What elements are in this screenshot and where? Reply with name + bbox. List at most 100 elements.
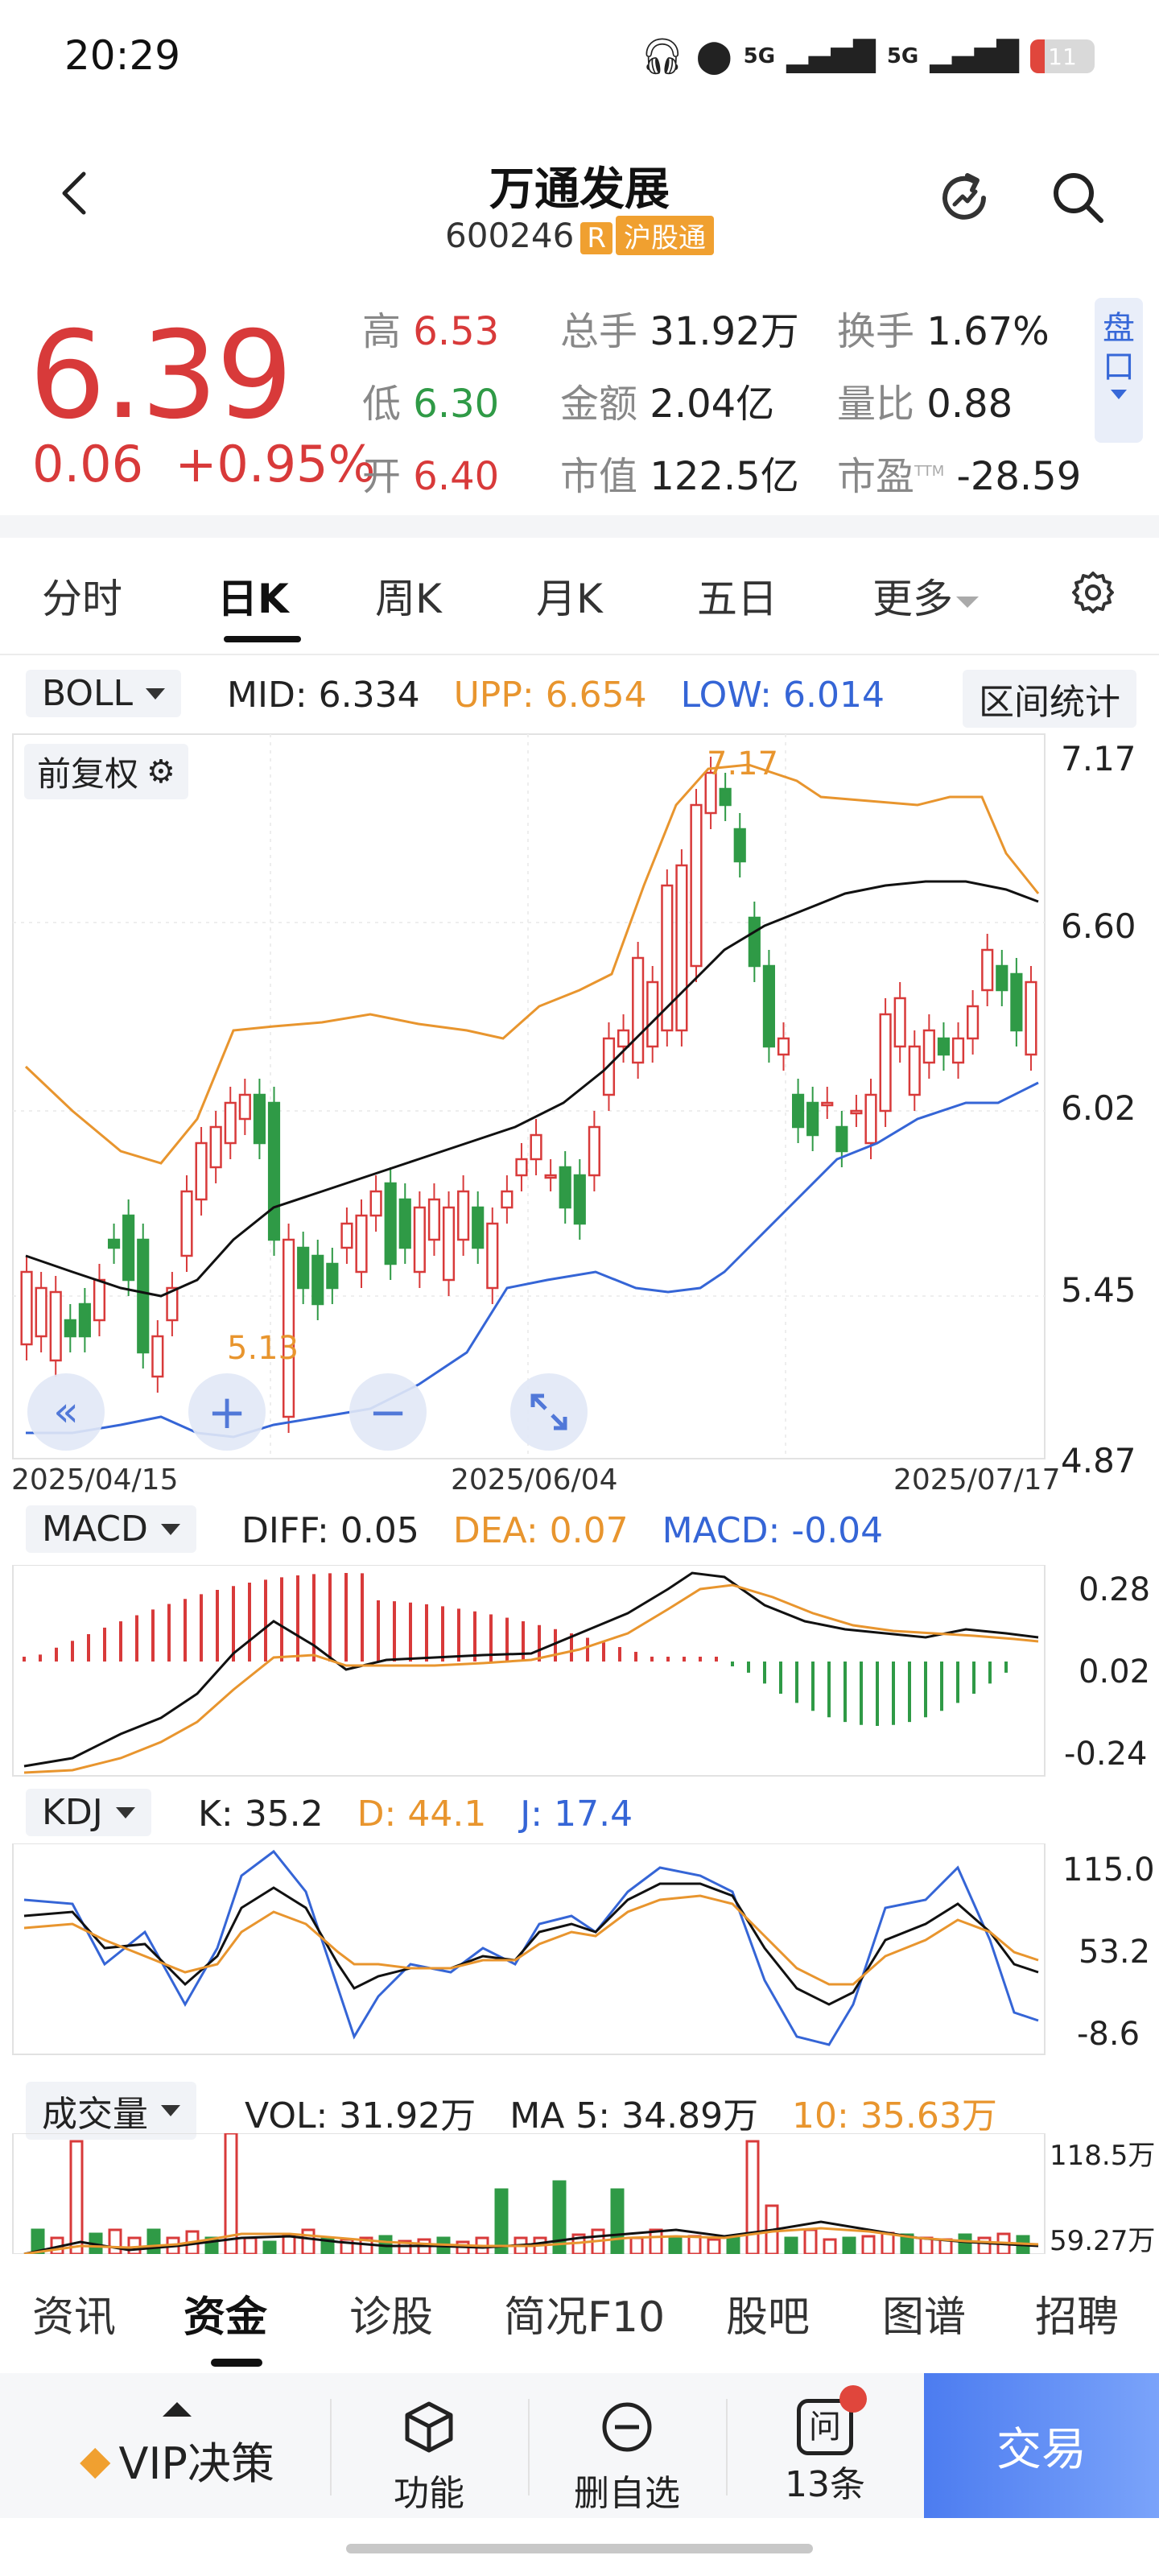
tab-forum[interactable]: 股吧: [726, 2293, 810, 2342]
zoom-in-button[interactable]: +: [188, 1373, 266, 1451]
kline-chart[interactable]: [0, 724, 1159, 1497]
d-label: D:: [357, 1794, 397, 1835]
x-date-start: 2025/04/15: [11, 1463, 179, 1496]
max-price-label: 7.17: [707, 745, 779, 782]
candlestick: [35, 1286, 47, 1338]
turnover-value: 1.67%: [926, 309, 1050, 354]
turnover-label: 换手: [837, 309, 915, 354]
function-label: 功能: [394, 2473, 464, 2514]
candlestick: [78, 1302, 91, 1338]
status-icons: 🎧︎ ⬤ 5G ▂▄▆█ 5G ▂▄▆█ 11: [640, 35, 1095, 77]
candlestick: [937, 1037, 951, 1056]
pe-label: 市盈: [837, 454, 915, 499]
settings-icon[interactable]: [1069, 568, 1117, 617]
upp-value: 6.654: [545, 675, 647, 716]
volume-bar: [31, 2228, 45, 2254]
volume-bar: [861, 2235, 876, 2254]
kdj-chart[interactable]: [0, 1843, 1159, 2061]
vip-decision-button[interactable]: ◆ VIP决策: [32, 2383, 322, 2512]
kdj-indicator-select[interactable]: KDJ: [26, 1789, 151, 1836]
trade-button[interactable]: 交易: [924, 2373, 1159, 2518]
tab-graph[interactable]: 图谱: [882, 2293, 967, 2342]
dea-value: 0.07: [549, 1510, 629, 1551]
volume-bar: [262, 2240, 277, 2254]
volume-bar: [958, 2233, 972, 2254]
fullscreen-button[interactable]: [510, 1373, 588, 1451]
ask-count-label: 13条: [785, 2464, 865, 2505]
remove-watchlist-button[interactable]: 删自选: [536, 2383, 718, 2514]
tab-five-day[interactable]: 五日: [697, 576, 777, 622]
volume-bar: [649, 2228, 663, 2254]
macd-indicator-select[interactable]: MACD: [26, 1505, 196, 1553]
tab-weekly-k[interactable]: 周K: [375, 576, 442, 622]
candlestick: [151, 1335, 164, 1378]
volume-bar: [243, 2236, 258, 2254]
search-icon[interactable]: [1050, 169, 1106, 225]
volume-bar: [629, 2236, 644, 2254]
kdj-indicator-label: KDJ: [42, 1792, 103, 1833]
y-tick-4: 5.45: [1061, 1270, 1136, 1310]
candlestick: [486, 1222, 499, 1290]
tab-jobs[interactable]: 招聘: [1035, 2293, 1120, 2342]
tab-more[interactable]: 更多: [872, 567, 979, 625]
candlestick: [733, 828, 746, 863]
candlestick: [704, 771, 717, 815]
volume-label: 总手: [560, 309, 638, 354]
candlestick: [457, 1190, 470, 1241]
scroll-left-button[interactable]: «: [27, 1373, 105, 1451]
kdj-y-tick-1: 115.0: [1062, 1852, 1155, 1889]
j-label: J:: [520, 1794, 543, 1835]
ma5-value: 34.89万: [621, 2095, 759, 2136]
range-stats-button[interactable]: 区间统计: [963, 670, 1136, 728]
candlestick: [719, 787, 732, 807]
macd-chart[interactable]: [0, 1565, 1159, 1782]
candlestick: [137, 1238, 150, 1354]
y-tick-2: 6.60: [1061, 906, 1136, 946]
chevron-down-icon: [146, 687, 166, 700]
volume-bar: [726, 2236, 740, 2254]
home-indicator[interactable]: [346, 2544, 813, 2553]
tab-intraday[interactable]: 分时: [42, 576, 122, 622]
tab-daily-k[interactable]: 日K: [217, 576, 289, 622]
candlestick: [355, 1214, 368, 1274]
order-book-tab[interactable]: 盘口: [1095, 298, 1143, 443]
tab-news[interactable]: 资讯: [32, 2293, 117, 2342]
candlestick: [777, 1037, 790, 1056]
candlestick: [632, 956, 645, 1064]
candlestick: [922, 1029, 935, 1064]
candlestick: [224, 1101, 237, 1145]
tab-monthly-k[interactable]: 月K: [536, 576, 603, 622]
volume-bar: [668, 2236, 683, 2254]
adjust-mode-button[interactable]: 前复权 ⚙︎: [24, 744, 188, 799]
macd-values: DIFF: 0.05 DEA: 0.07 MACD: -0.04: [241, 1510, 883, 1551]
candlestick: [384, 1182, 397, 1265]
volume-indicator-select[interactable]: 成交量: [26, 2082, 196, 2140]
low-label: LOW:: [680, 675, 772, 716]
candlestick: [981, 948, 994, 992]
back-icon[interactable]: [58, 169, 90, 217]
tab-f10[interactable]: 简况F10: [504, 2293, 666, 2342]
macd-y-tick-3: -0.24: [1064, 1736, 1148, 1773]
candlestick: [427, 1198, 441, 1241]
candlestick: [1010, 972, 1023, 1032]
tab-more-label: 更多: [872, 576, 953, 622]
pe-value: -28.59: [956, 454, 1082, 499]
location-icon: ⬤: [695, 38, 732, 75]
tab-diagnosis[interactable]: 诊股: [349, 2293, 434, 2342]
notification-dot: [839, 2385, 867, 2413]
ask-button[interactable]: 问 13条: [734, 2383, 916, 2512]
ma5-label: MA 5:: [509, 2095, 611, 2136]
zoom-out-button[interactable]: −: [349, 1373, 427, 1451]
refresh-icon[interactable]: [934, 167, 995, 229]
candlestick: [1025, 980, 1037, 1056]
main-indicator-select[interactable]: BOLL: [26, 670, 182, 717]
caret-down-icon: [956, 596, 979, 608]
candlestick: [530, 1133, 542, 1161]
function-button[interactable]: 功能: [338, 2383, 520, 2514]
candlestick: [311, 1254, 324, 1306]
volume-chart[interactable]: [0, 2133, 1159, 2254]
market-badge: 沪股通: [615, 216, 714, 255]
candlestick: [675, 864, 688, 1032]
candlestick: [617, 1029, 630, 1048]
tab-funds[interactable]: 资金: [184, 2293, 268, 2342]
